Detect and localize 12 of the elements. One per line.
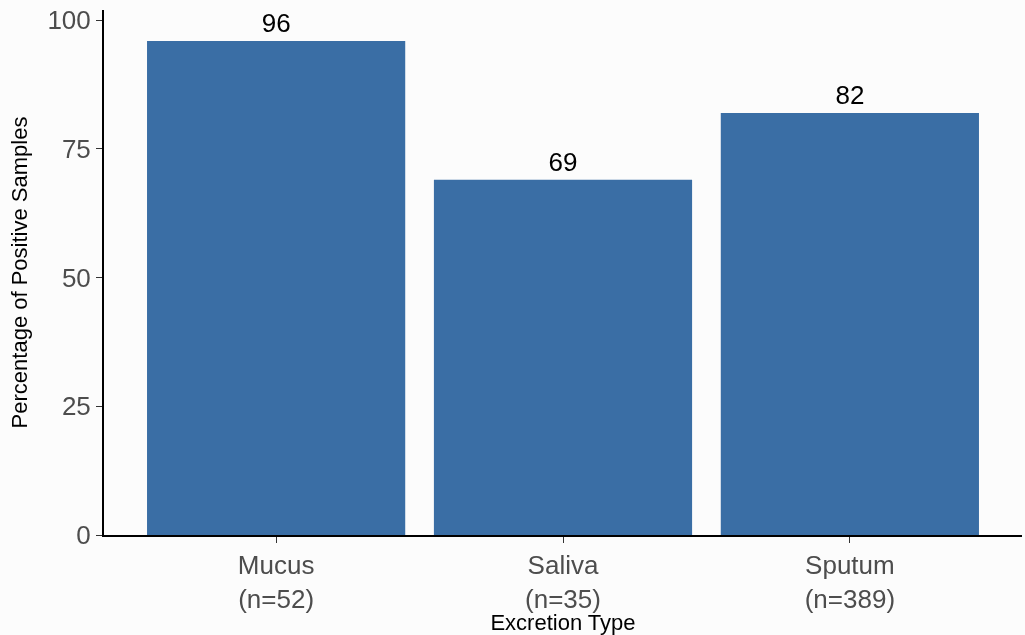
x-tick-label: Mucus (n=52): [237, 550, 315, 614]
y-tick-label: 50: [61, 262, 91, 293]
y-tick-label: 75: [61, 134, 91, 165]
data-label: 69: [548, 146, 578, 177]
y-tick-label: 25: [61, 391, 91, 422]
y-tick-label: 100: [47, 5, 91, 36]
y-axis-title: Percentage of Positive Samples: [6, 116, 32, 429]
x-tick-label: Saliva (n=35): [525, 550, 601, 614]
y-tick-label: 0: [76, 520, 91, 551]
x-tick-label: Sputum (n=389): [804, 550, 896, 614]
data-label: 82: [835, 79, 865, 110]
data-label: 96: [261, 7, 291, 38]
